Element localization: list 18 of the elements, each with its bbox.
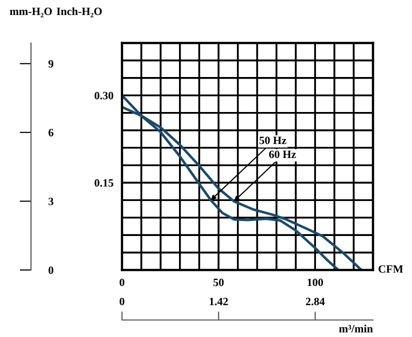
x-tick-label: 0: [120, 278, 124, 286]
annotation: 60 Hz: [269, 150, 296, 158]
x2-axis-title: m³/min: [339, 324, 373, 332]
x2-tick-label: 1.42: [210, 298, 228, 306]
annotation: 50 Hz: [260, 136, 286, 144]
x-tick-label: 100: [308, 278, 323, 286]
y2-axis-title: mm-H₂O: [10, 8, 52, 18]
y2-tick-label: 3: [48, 198, 54, 206]
x-tick-label: 50: [213, 278, 224, 286]
x2-tick-label: 2.84: [306, 298, 325, 306]
x-axis-title: CFM: [378, 265, 403, 273]
y2-tick-label: 9: [48, 60, 54, 68]
y2-tick-label: 0: [48, 266, 54, 274]
y2-tick-label: 6: [48, 128, 54, 136]
y-axis-title: Inch-H₂O: [56, 7, 102, 18]
y-tick-label: 0.15: [94, 179, 114, 187]
x2-tick-label: 0: [120, 298, 124, 306]
y-tick-label: 0.30: [94, 92, 114, 100]
